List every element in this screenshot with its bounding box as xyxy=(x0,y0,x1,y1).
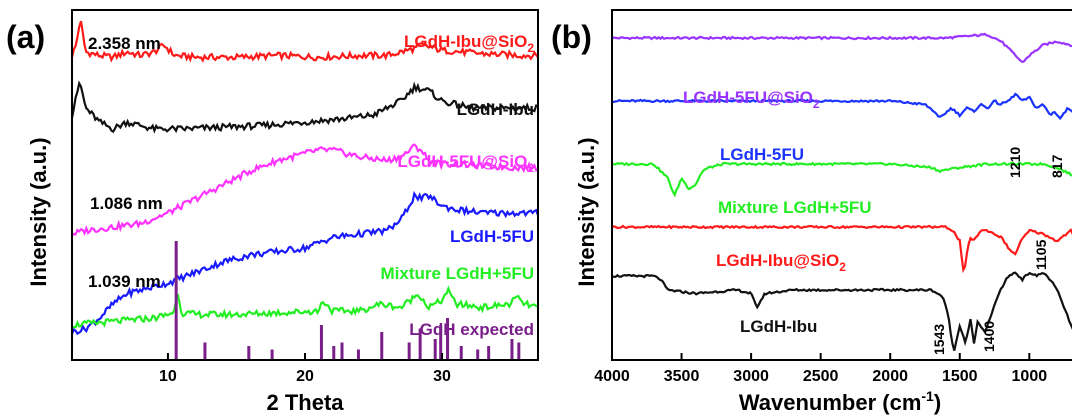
panel-a-x-ticks: 10 20 30 xyxy=(159,353,451,385)
series-label-lgdh-5fu-sio2: LGdH-5FU@SiO2 xyxy=(397,152,534,175)
peak-label-1400: 1400 xyxy=(981,321,997,352)
series-label-mixture: Mixture LGdH+5FU xyxy=(381,264,535,283)
panel-b-xlabel: Wavenumber (cm-1) xyxy=(739,388,941,415)
panel-b-line-lgdh-ibu-sio2 xyxy=(611,224,1072,274)
series-label-b-lgdh-5fu: LGdH-5FU xyxy=(720,145,804,164)
panel-b-tick-label-1000: 1000 xyxy=(1012,368,1048,385)
series-label-b-lgdh-ibu-sio2: LGdH-Ibu@SiO2 xyxy=(716,251,846,274)
annotation-2358nm: 2.358 nm xyxy=(88,34,161,53)
panel-b-tick-label-4000: 4000 xyxy=(594,368,630,385)
panel-a-tick-label-20: 20 xyxy=(296,368,314,385)
panel-a-line-mixture-lgdh-5fu xyxy=(71,285,539,329)
panel-b-series xyxy=(611,32,1072,351)
panel-b-x-ticks: 4000 3500 3000 2500 2000 1500 1000 xyxy=(594,353,1047,385)
peak-label-1210: 1210 xyxy=(1007,147,1023,178)
peak-label-817: 817 xyxy=(1049,154,1065,178)
annotation-1086nm: 1.086 nm xyxy=(90,194,163,213)
peak-label-1105: 1105 xyxy=(1033,239,1049,270)
series-label-lgdh-5fu: LGdH-5FU xyxy=(450,227,534,246)
panel-b-line-mixture-lgdh-5fu xyxy=(611,161,1072,198)
series-label-b-mixture: Mixture LGdH+5FU xyxy=(718,198,872,217)
series-label-b-lgdh-5fu-sio2: LGdH-5FU@SiO2 xyxy=(683,88,820,111)
panel-a-reference-pattern xyxy=(174,241,521,360)
panel-a-xlabel: 2 Theta xyxy=(266,390,344,415)
series-label-b-lgdh-ibu: LGdH-Ibu xyxy=(740,317,817,336)
annotation-1039nm: 1.039 nm xyxy=(88,272,161,291)
panel-a: (a) Intensity (a.u.) 10 20 30 2 Theta LGdH… xyxy=(6,9,540,415)
panel-b-tick-label-2500: 2500 xyxy=(803,368,839,385)
panel-a-tick-label-10: 10 xyxy=(159,368,177,385)
panel-b-frame xyxy=(611,9,1072,361)
peak-label-1543: 1543 xyxy=(931,324,947,355)
panel-a-line-lgdh-ibu-sio2 xyxy=(70,20,539,63)
panel-b-ylabel: Intensity (a.u.) xyxy=(574,137,599,286)
panel-b-tick-label-3500: 3500 xyxy=(664,368,700,385)
panel-a-ylabel: Intensity (a.u.) xyxy=(26,137,51,286)
panel-b: (b) Intensity (a.u.) 4000 3500 3000 2500 200… xyxy=(551,9,1072,415)
series-label-lgdh-ibu: LGdH-Ibu xyxy=(457,100,534,119)
panel-a-line-lgdh-5fu xyxy=(70,190,540,336)
panel-b-line-lgdh-5fu-sio2 xyxy=(611,32,1072,64)
panel-b-tick-label-2000: 2000 xyxy=(872,368,908,385)
panel-a-label: (a) xyxy=(6,19,45,55)
series-label-lgdh-expected: LGdH expected xyxy=(409,320,534,339)
panel-b-line-lgdh-5fu xyxy=(611,92,1072,121)
panel-b-tick-label-3000: 3000 xyxy=(733,368,769,385)
panel-a-tick-label-30: 30 xyxy=(433,368,451,385)
panel-b-line-lgdh-ibu xyxy=(611,271,1072,351)
panel-b-label: (b) xyxy=(551,19,592,55)
panel-b-tick-label-1500: 1500 xyxy=(942,368,978,385)
panel-a-line-lgdh-5fu-sio2 xyxy=(71,143,539,237)
series-label-lgdh-ibu-sio2: LGdH-Ibu@SiO2 xyxy=(404,32,534,55)
panel-a-line-lgdh-ibu xyxy=(70,80,539,134)
panel-a-series xyxy=(70,20,540,336)
